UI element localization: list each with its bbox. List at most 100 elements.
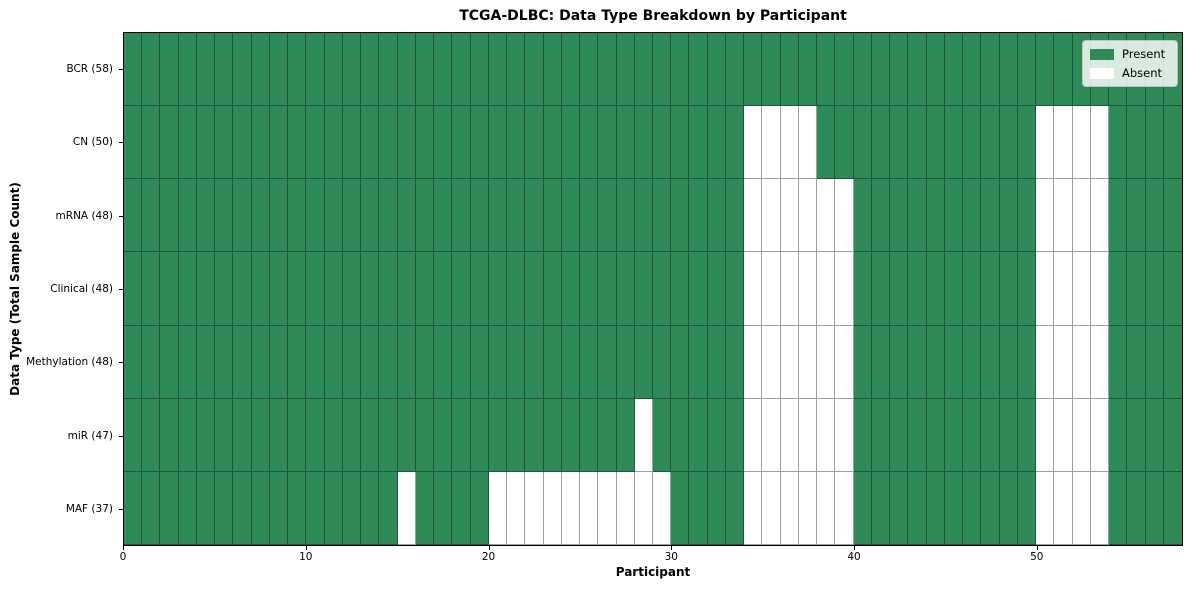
heatmap-cell: [835, 179, 854, 253]
heatmap-cell: [1109, 325, 1128, 399]
heatmap-cell: [324, 252, 343, 326]
heatmap-cell: [178, 325, 197, 399]
y-tick-label-CN: CN (50): [72, 136, 113, 149]
heatmap-cell: [1163, 106, 1182, 180]
heatmap-cell: [507, 106, 526, 180]
heatmap-cell: [342, 471, 362, 545]
heatmap-cell: [908, 325, 927, 399]
heatmap-cell: [470, 325, 489, 399]
heatmap-cell: [652, 33, 672, 107]
heatmap-cell: [908, 252, 927, 326]
heatmap-cell: [452, 471, 471, 545]
heatmap-cell: [543, 325, 562, 399]
heatmap-cell: [507, 252, 526, 326]
heatmap-cell: [725, 106, 745, 180]
heatmap-cell: [124, 398, 143, 472]
legend-present-label: Present: [1122, 47, 1166, 61]
heatmap-cell: [671, 325, 690, 399]
y-tick-label-miR: miR (47): [67, 429, 113, 442]
heatmap-cell: [251, 106, 270, 180]
heatmap-cell: [397, 325, 416, 399]
heatmap-cell: [671, 33, 690, 107]
heatmap-cell: [1017, 252, 1037, 326]
x-tick-label: 20: [481, 551, 496, 563]
heatmap-cell: [1163, 179, 1182, 253]
heatmap-cell: [598, 325, 617, 399]
heatmap-cell: [324, 398, 343, 472]
heatmap-cell: [1017, 471, 1037, 545]
heatmap-cell: [598, 179, 617, 253]
heatmap-cell: [1036, 106, 1055, 180]
heatmap-cell: [415, 33, 435, 107]
heatmap-cell: [744, 33, 763, 107]
heatmap-cell: [1017, 106, 1037, 180]
heatmap-cell: [488, 252, 508, 326]
heatmap-cell: [598, 471, 617, 545]
heatmap-cell: [1036, 471, 1055, 545]
heatmap-cell: [1090, 179, 1110, 253]
heatmap-cell: [124, 325, 143, 399]
heatmap-cell: [853, 398, 872, 472]
heatmap-cell: [178, 33, 197, 107]
heatmap-cell: [361, 179, 380, 253]
heatmap-cell: [361, 33, 380, 107]
heatmap-cell: [671, 106, 690, 180]
heatmap-cell: [233, 179, 252, 253]
heatmap-cell: [707, 325, 726, 399]
heatmap-cell: [142, 252, 161, 326]
heatmap-cell: [890, 325, 909, 399]
y-tick-mark: [119, 68, 123, 70]
heatmap-cell: [798, 106, 818, 180]
heatmap-cell: [707, 106, 726, 180]
heatmap-cell: [871, 325, 891, 399]
heatmap-cell: [543, 252, 562, 326]
heatmap-cell: [963, 398, 982, 472]
heatmap-cell: [580, 179, 599, 253]
heatmap-cell: [908, 179, 927, 253]
heatmap-cell: [926, 252, 945, 326]
heatmap-cell: [1109, 252, 1128, 326]
heatmap-cell: [434, 471, 453, 545]
heatmap-cell: [561, 179, 581, 253]
heatmap-cell: [1072, 398, 1091, 472]
heatmap-cell: [415, 252, 435, 326]
heatmap-cell: [1109, 398, 1128, 472]
heatmap-cell: [379, 471, 398, 545]
heatmap-cell: [725, 398, 745, 472]
heatmap-cell: [507, 471, 526, 545]
heatmap-cell: [1017, 33, 1037, 107]
heatmap-cell: [196, 471, 216, 545]
heatmap-cell: [890, 252, 909, 326]
heatmap-cell: [999, 252, 1018, 326]
heatmap-cell: [525, 471, 544, 545]
heatmap-cell: [835, 471, 854, 545]
heatmap-cell: [616, 106, 635, 180]
y-tick-label-BCR: BCR (58): [66, 62, 113, 75]
heatmap-cell: [288, 252, 307, 326]
heatmap-cell: [817, 179, 836, 253]
heatmap-cell: [689, 33, 708, 107]
heatmap-cell: [543, 106, 562, 180]
heatmap-cell: [525, 179, 544, 253]
heatmap-cell: [835, 33, 854, 107]
heatmap-cell: [178, 106, 197, 180]
heatmap-cell: [397, 471, 416, 545]
heatmap-cell: [178, 398, 197, 472]
heatmap-cell: [233, 398, 252, 472]
heatmap-cell: [525, 398, 544, 472]
heatmap-cell: [361, 398, 380, 472]
heatmap-cell: [215, 325, 234, 399]
heatmap-cell: [744, 252, 763, 326]
heatmap-cell: [142, 179, 161, 253]
heatmap-cell: [488, 325, 508, 399]
heatmap-cell: [379, 179, 398, 253]
heatmap-cell: [434, 398, 453, 472]
heatmap-cell: [1072, 252, 1091, 326]
heatmap-cell: [288, 33, 307, 107]
heatmap-cell: [853, 179, 872, 253]
heatmap-cell: [1127, 471, 1146, 545]
heatmap-cell: [634, 179, 653, 253]
chart-title: TCGA-DLBC: Data Type Breakdown by Partic…: [459, 8, 847, 24]
heatmap-cell: [725, 471, 745, 545]
